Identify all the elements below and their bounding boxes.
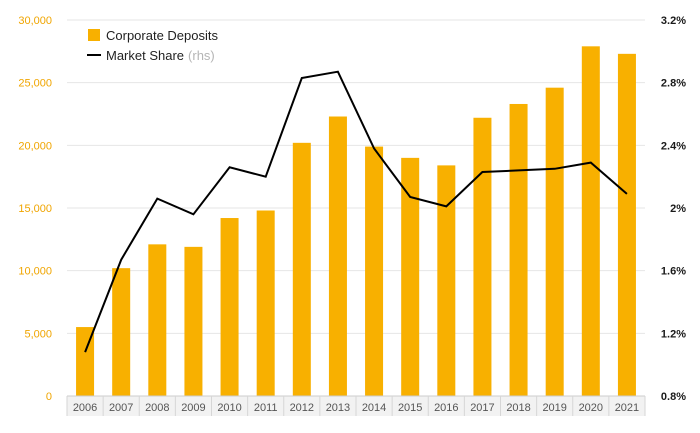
legend: Corporate Deposits Market Share (rhs) <box>87 28 218 63</box>
x-tick-label: 2008 <box>145 402 169 414</box>
bar-2017 <box>473 117 492 396</box>
bar-2016 <box>437 165 456 396</box>
bar-2019 <box>545 87 564 397</box>
legend-line-name: Market Share <box>106 48 184 63</box>
x-tick-label: 2021 <box>615 402 639 414</box>
y-left-tick-label: 5,000 <box>24 328 52 340</box>
y-right-tick-label: 1.2% <box>661 328 686 340</box>
legend-bar-swatch <box>88 29 100 41</box>
x-tick-label: 2017 <box>470 402 494 414</box>
x-tick-label: 2010 <box>217 402 241 414</box>
x-tick-label: 2015 <box>398 402 422 414</box>
x-tick-label: 2012 <box>290 402 314 414</box>
bar-2015 <box>401 157 420 396</box>
x-tick-label: 2009 <box>181 402 205 414</box>
y-right-tick-label: 0.8% <box>661 391 686 403</box>
bar-2018 <box>509 103 528 397</box>
y-left-tick-label: 0 <box>46 391 52 403</box>
bar-2011 <box>256 210 275 396</box>
x-tick-label: 2011 <box>254 402 278 414</box>
bar-series-corporate-deposits <box>76 46 636 397</box>
y-right-tick-label: 1.6% <box>661 266 686 278</box>
bar-2006 <box>76 327 95 396</box>
x-tick-label: 2020 <box>579 402 603 414</box>
bar-2010 <box>220 218 239 396</box>
y-right-tick-label: 3.2% <box>661 15 686 27</box>
legend-line-label: Market Share (rhs) <box>106 48 215 63</box>
y-left-tick-label: 25,000 <box>18 78 52 90</box>
y-right-tick-label: 2.8% <box>661 78 686 90</box>
y-axis-right: 0.8% 1.2% 1.6% 2% 2.4% 2.8% 3.2% <box>661 15 686 403</box>
x-tick-label: 2007 <box>109 402 133 414</box>
legend-bar-label: Corporate Deposits <box>106 28 218 43</box>
x-tick-label: 2014 <box>362 402 386 414</box>
y-left-tick-label: 20,000 <box>18 140 52 152</box>
bar-2012 <box>292 142 311 396</box>
y-left-tick-label: 30,000 <box>18 15 52 27</box>
bar-2007 <box>112 268 131 396</box>
bar-2021 <box>617 53 636 397</box>
x-tick-label: 2018 <box>506 402 530 414</box>
y-right-tick-label: 2% <box>670 203 686 215</box>
bar-2008 <box>148 244 167 396</box>
x-axis: 2006 2007 2008 2009 2010 2011 2012 2013 2014 2015… <box>66 395 646 416</box>
y-right-tick-label: 2.4% <box>661 140 686 152</box>
bar-2014 <box>365 146 384 396</box>
x-tick-label: 2013 <box>326 402 350 414</box>
legend-line-suffix: (rhs) <box>188 48 215 63</box>
y-left-tick-label: 15,000 <box>18 203 52 215</box>
x-tick-label: 2019 <box>542 402 566 414</box>
x-tick-label: 2016 <box>434 402 458 414</box>
bar-2009 <box>184 246 203 396</box>
y-left-tick-label: 10,000 <box>18 266 52 278</box>
x-tick-label: 2006 <box>73 402 97 414</box>
bar-2020 <box>581 46 600 396</box>
market-share-line <box>84 70 628 353</box>
line-series-market-share <box>84 70 628 353</box>
y-axis-left: 0 5,000 10,000 15,000 20,000 25,000 30,000 <box>18 15 52 403</box>
bar-2013 <box>328 116 347 397</box>
